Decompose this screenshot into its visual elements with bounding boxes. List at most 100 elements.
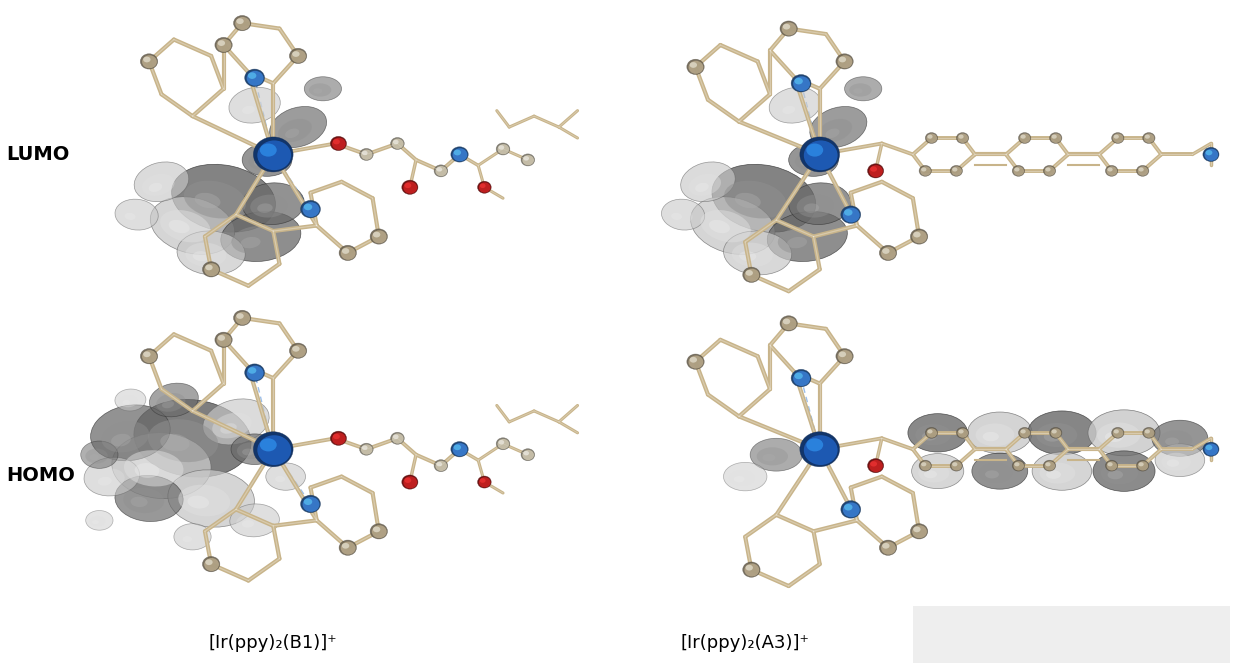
Ellipse shape [763, 454, 775, 462]
Ellipse shape [149, 383, 199, 417]
Ellipse shape [1105, 165, 1118, 176]
Ellipse shape [1046, 470, 1061, 479]
Ellipse shape [745, 270, 753, 276]
Ellipse shape [304, 498, 312, 505]
Ellipse shape [91, 405, 170, 461]
Ellipse shape [134, 463, 159, 478]
Ellipse shape [523, 155, 534, 165]
Ellipse shape [734, 476, 744, 482]
Ellipse shape [836, 348, 853, 364]
Ellipse shape [1021, 429, 1026, 433]
Ellipse shape [782, 24, 790, 29]
Ellipse shape [102, 421, 149, 452]
Ellipse shape [1012, 165, 1025, 176]
Ellipse shape [134, 399, 251, 477]
Ellipse shape [242, 143, 292, 176]
Ellipse shape [370, 229, 388, 244]
Ellipse shape [479, 182, 491, 193]
Ellipse shape [1045, 461, 1054, 470]
Ellipse shape [231, 226, 279, 254]
Ellipse shape [169, 220, 190, 233]
Ellipse shape [1114, 135, 1119, 139]
Ellipse shape [1012, 460, 1025, 471]
Ellipse shape [236, 18, 243, 24]
Ellipse shape [688, 61, 703, 74]
Ellipse shape [253, 159, 266, 167]
Ellipse shape [220, 423, 237, 433]
Ellipse shape [979, 463, 1012, 483]
Ellipse shape [925, 133, 938, 143]
Ellipse shape [84, 457, 139, 496]
Ellipse shape [919, 165, 932, 176]
Ellipse shape [248, 72, 256, 79]
Ellipse shape [845, 504, 852, 511]
Ellipse shape [709, 220, 730, 233]
Ellipse shape [81, 441, 118, 468]
Ellipse shape [289, 343, 307, 358]
Ellipse shape [724, 231, 791, 275]
Ellipse shape [869, 165, 883, 178]
Ellipse shape [451, 147, 468, 162]
Ellipse shape [843, 208, 859, 222]
Ellipse shape [768, 212, 847, 261]
Ellipse shape [202, 262, 220, 277]
Ellipse shape [453, 444, 461, 450]
Ellipse shape [1105, 431, 1123, 442]
Ellipse shape [453, 149, 461, 155]
Ellipse shape [498, 439, 509, 449]
Ellipse shape [270, 107, 327, 147]
Ellipse shape [950, 165, 963, 176]
Ellipse shape [1108, 462, 1113, 466]
Ellipse shape [837, 350, 852, 363]
Ellipse shape [156, 393, 185, 412]
Text: [Ir(ppy)₂(B1)]⁺: [Ir(ppy)₂(B1)]⁺ [209, 634, 338, 652]
Ellipse shape [342, 248, 349, 254]
Ellipse shape [800, 137, 840, 172]
Ellipse shape [782, 319, 790, 324]
Ellipse shape [928, 429, 933, 433]
Ellipse shape [1113, 133, 1123, 143]
Ellipse shape [242, 448, 253, 456]
Ellipse shape [1018, 427, 1031, 438]
Ellipse shape [1139, 168, 1144, 172]
Ellipse shape [953, 462, 958, 466]
Text: LUMO: LUMO [6, 145, 70, 163]
Ellipse shape [188, 496, 209, 509]
Ellipse shape [1143, 133, 1155, 143]
Ellipse shape [750, 438, 802, 471]
Ellipse shape [780, 21, 797, 36]
Ellipse shape [681, 162, 735, 202]
Ellipse shape [477, 182, 492, 193]
Ellipse shape [496, 438, 510, 450]
Ellipse shape [241, 237, 261, 249]
Ellipse shape [452, 148, 467, 161]
Ellipse shape [918, 463, 949, 482]
Ellipse shape [436, 462, 442, 466]
Ellipse shape [392, 433, 404, 444]
Ellipse shape [881, 247, 895, 260]
Ellipse shape [810, 107, 867, 147]
Ellipse shape [392, 139, 404, 149]
Ellipse shape [303, 202, 319, 217]
Ellipse shape [361, 446, 368, 450]
Ellipse shape [221, 212, 301, 261]
Ellipse shape [333, 139, 340, 144]
Ellipse shape [229, 87, 281, 123]
Ellipse shape [1138, 461, 1148, 470]
Ellipse shape [688, 356, 703, 369]
Ellipse shape [671, 213, 682, 220]
Ellipse shape [1108, 168, 1113, 172]
Ellipse shape [687, 59, 704, 74]
Ellipse shape [304, 204, 312, 210]
Ellipse shape [871, 166, 877, 172]
Ellipse shape [744, 563, 759, 576]
Ellipse shape [160, 210, 210, 243]
Ellipse shape [1205, 149, 1218, 161]
Ellipse shape [215, 332, 232, 348]
Ellipse shape [435, 165, 448, 177]
Ellipse shape [920, 461, 932, 470]
Ellipse shape [245, 364, 265, 381]
Ellipse shape [1052, 429, 1057, 433]
Ellipse shape [205, 265, 212, 270]
Ellipse shape [231, 434, 278, 464]
